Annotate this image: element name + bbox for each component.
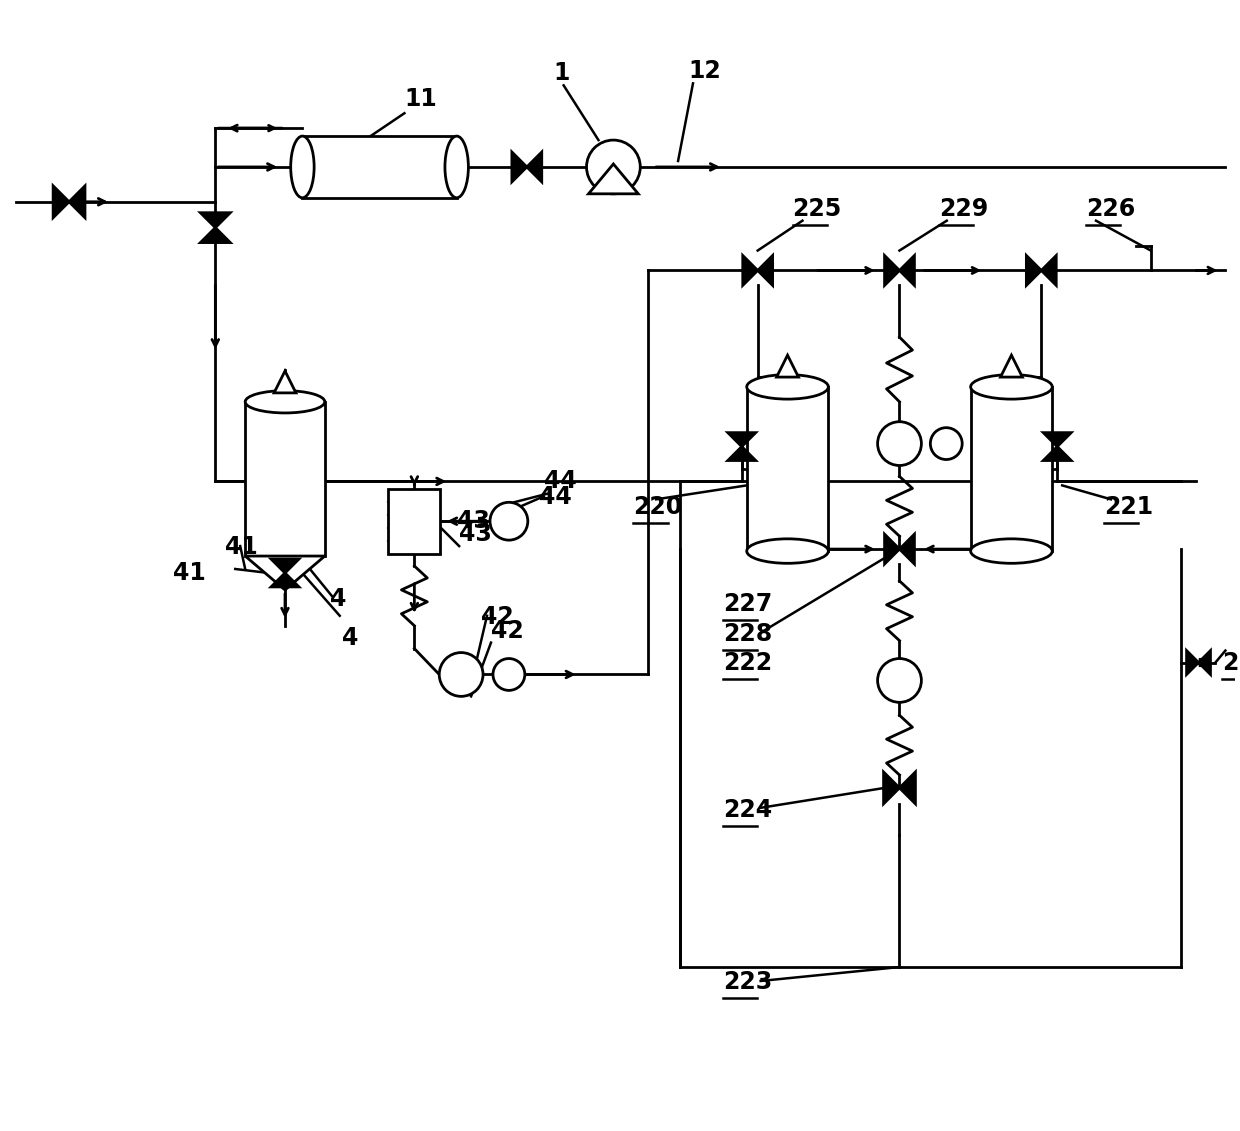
Polygon shape	[53, 185, 69, 217]
Text: 12: 12	[688, 59, 720, 84]
Polygon shape	[1043, 433, 1071, 447]
Polygon shape	[1199, 650, 1210, 674]
Polygon shape	[274, 371, 296, 392]
Polygon shape	[69, 185, 86, 217]
Polygon shape	[884, 534, 899, 564]
Polygon shape	[1001, 355, 1023, 377]
Polygon shape	[272, 559, 299, 573]
Text: 41: 41	[226, 535, 258, 559]
Bar	[746, 387, 828, 551]
Text: 2: 2	[1223, 651, 1239, 675]
Polygon shape	[899, 534, 914, 564]
Polygon shape	[899, 256, 914, 285]
Text: 223: 223	[723, 970, 773, 994]
Ellipse shape	[971, 538, 1053, 563]
Text: 44: 44	[543, 469, 577, 493]
Circle shape	[878, 422, 921, 466]
Text: 220: 220	[634, 495, 682, 519]
Text: 224: 224	[723, 797, 773, 822]
Text: 41: 41	[172, 561, 206, 585]
Ellipse shape	[746, 538, 828, 563]
Text: 222: 222	[723, 651, 773, 675]
Ellipse shape	[746, 374, 828, 399]
Polygon shape	[246, 556, 325, 590]
Ellipse shape	[971, 374, 1053, 399]
Polygon shape	[1027, 256, 1042, 285]
Bar	[388, 489, 440, 553]
Polygon shape	[758, 256, 773, 285]
Text: 44: 44	[538, 485, 572, 509]
Polygon shape	[884, 256, 899, 285]
Text: 42: 42	[491, 619, 523, 642]
Text: 43: 43	[458, 509, 490, 533]
Circle shape	[878, 658, 921, 702]
Polygon shape	[1043, 447, 1071, 460]
Text: 225: 225	[792, 197, 842, 221]
Circle shape	[439, 653, 484, 697]
Polygon shape	[899, 772, 915, 804]
Polygon shape	[272, 573, 299, 587]
Text: 43: 43	[459, 523, 492, 546]
Text: 42: 42	[481, 605, 513, 629]
Circle shape	[494, 658, 525, 690]
Text: 229: 229	[939, 197, 988, 221]
Polygon shape	[728, 447, 755, 460]
Polygon shape	[1187, 650, 1199, 674]
Bar	[246, 402, 325, 556]
Text: 4: 4	[330, 587, 346, 611]
Circle shape	[587, 140, 640, 193]
Polygon shape	[589, 164, 639, 193]
Ellipse shape	[445, 136, 469, 198]
Text: 1: 1	[554, 61, 570, 85]
Polygon shape	[728, 433, 755, 447]
Polygon shape	[201, 227, 231, 242]
Text: 227: 227	[723, 592, 773, 615]
Bar	[971, 387, 1053, 551]
Polygon shape	[512, 152, 527, 182]
Text: 221: 221	[1104, 495, 1153, 519]
Ellipse shape	[246, 390, 325, 413]
Polygon shape	[743, 256, 758, 285]
Bar	[303, 136, 456, 198]
Text: 4: 4	[342, 625, 358, 649]
Text: 226: 226	[1086, 197, 1136, 221]
Text: 228: 228	[723, 622, 773, 646]
Polygon shape	[527, 152, 542, 182]
Circle shape	[930, 428, 962, 459]
Ellipse shape	[290, 136, 314, 198]
Text: 11: 11	[404, 87, 438, 111]
Polygon shape	[201, 213, 231, 227]
Polygon shape	[1042, 256, 1056, 285]
Polygon shape	[884, 772, 899, 804]
Polygon shape	[776, 355, 799, 377]
Circle shape	[490, 502, 528, 541]
